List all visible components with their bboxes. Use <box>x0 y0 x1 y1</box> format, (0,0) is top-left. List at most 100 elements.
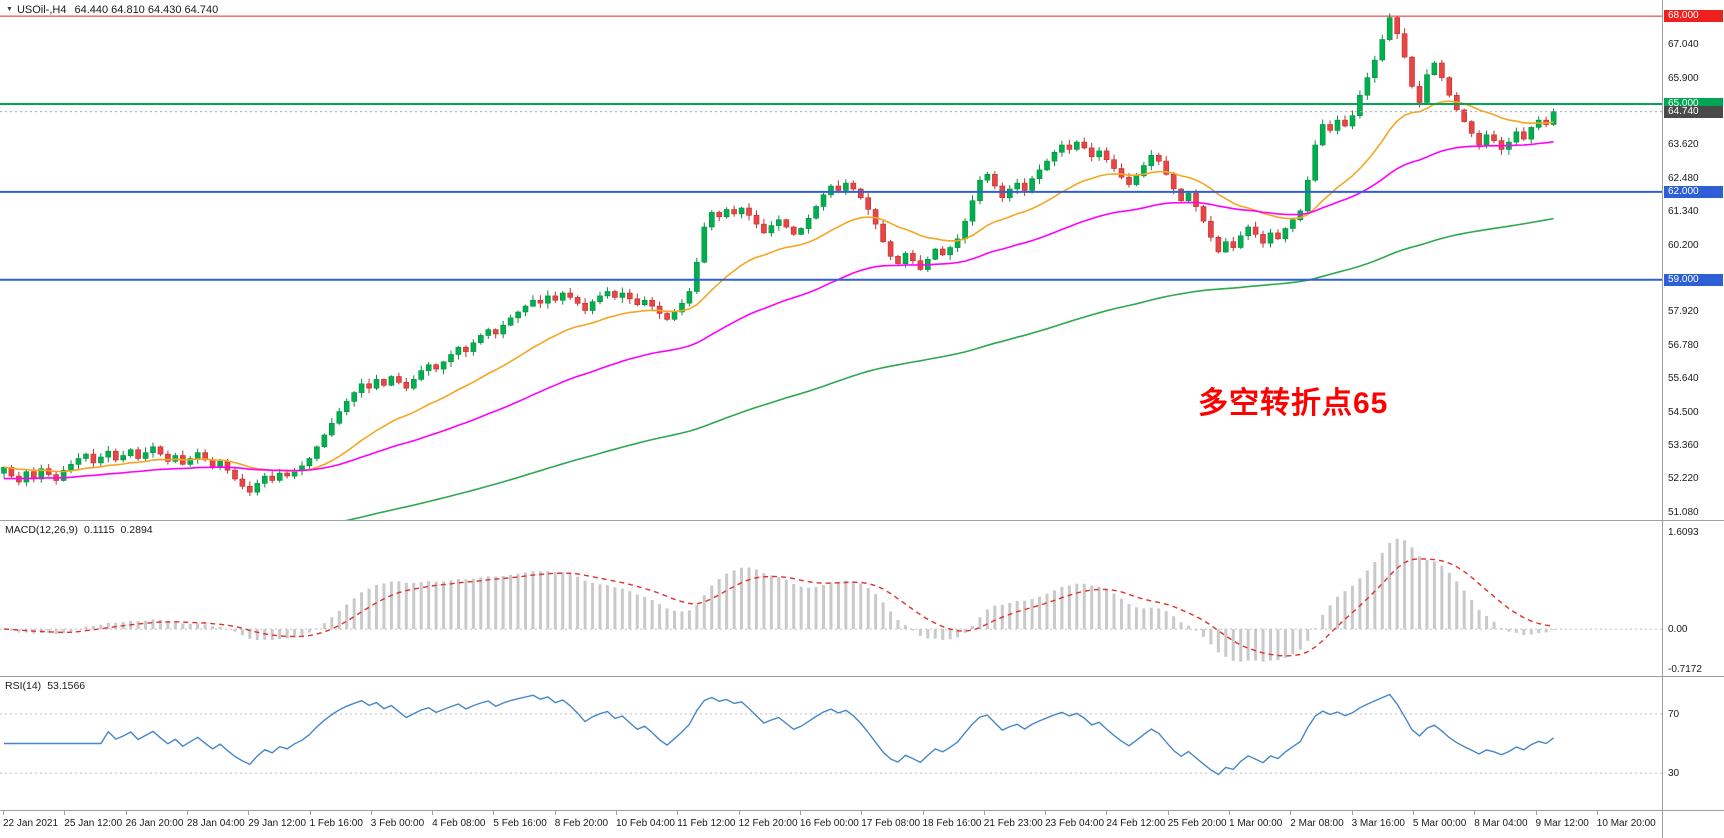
price-axis-label: 53.360 <box>1668 440 1699 451</box>
time-axis-label: 29 Jan 12:00 <box>248 818 307 829</box>
time-axis-label: 5 Mar 00:00 <box>1412 818 1467 829</box>
time-tick <box>983 811 985 815</box>
time-tick <box>616 811 617 815</box>
time-tick <box>1412 811 1414 815</box>
price-axis-label: 54.500 <box>1668 406 1699 418</box>
time-tick <box>738 811 740 815</box>
rsi-value: 53.1566 <box>47 680 86 692</box>
time-tick <box>309 811 311 815</box>
price-axis-label: 61.340 <box>1668 206 1699 218</box>
time-tick <box>370 811 372 815</box>
time-axis-label: 22 Jan 2021 <box>3 818 59 829</box>
time-axis-label: 25 Feb 20:00 <box>1167 818 1227 829</box>
time-axis-label: 4 Feb 08:00 <box>432 818 486 829</box>
price-axis-label: 65.900 <box>1668 72 1699 84</box>
time-tick <box>922 811 924 815</box>
rsi-axis[interactable]: 70 30 <box>1662 677 1724 810</box>
time-axis-label: 12 Feb 20:00 <box>738 818 798 829</box>
macd-main-value: 0.1115 <box>83 524 115 536</box>
time-axis-label: 23 Feb 04:00 <box>1045 818 1105 829</box>
price-level-badge: 64.740 <box>1664 105 1723 118</box>
time-tick <box>1167 811 1169 815</box>
time-tick <box>1474 811 1476 815</box>
price-axis-label: 52.220 <box>1668 473 1699 485</box>
main-chart-panel[interactable]: ▼ USOil-,H4 64.440 64.810 64.430 64.740 多空… <box>0 0 1662 520</box>
rsi-indicator-panel[interactable]: RSI(14) 53.1566 <box>0 677 1662 810</box>
time-axis-label: 5 Feb 16:00 <box>493 818 547 829</box>
time-tick <box>248 811 250 815</box>
time-axis[interactable]: 22 Jan 2021 25 Jan 12:00 26 Jan 20:00 28 Ja… <box>0 811 1662 838</box>
time-tick <box>1535 811 1537 815</box>
price-level-badge: 68.000 <box>1664 10 1723 23</box>
price-axis-label: 55.640 <box>1668 373 1699 385</box>
time-tick <box>1229 811 1230 815</box>
price-axis-label: 57.920 <box>1668 306 1699 318</box>
price-level-badge: 59.000 <box>1664 273 1723 286</box>
macd-axis[interactable]: 1.6093 0.00 -0.7172 <box>1662 521 1724 676</box>
time-tick <box>432 811 434 815</box>
time-axis-label: 24 Feb 12:00 <box>1106 818 1166 829</box>
time-axis-label: 9 Mar 12:00 <box>1535 818 1589 829</box>
time-axis-label: 28 Jan 04:00 <box>186 818 245 829</box>
price-axis-label: 56.780 <box>1668 339 1699 351</box>
time-axis-label: 26 Jan 20:00 <box>125 818 184 829</box>
time-tick <box>1290 811 1292 815</box>
time-axis-label: 3 Mar 16:00 <box>1351 818 1405 829</box>
time-axis-label: 1 Mar 00:00 <box>1229 818 1283 829</box>
time-axis-label: 3 Feb 00:00 <box>370 818 425 829</box>
chart-annotation-text: 多空转折点65 <box>1198 387 1389 420</box>
time-axis-label: 18 Feb 16:00 <box>922 818 982 829</box>
time-axis-label: 8 Feb 20:00 <box>554 818 609 829</box>
panel-separator <box>0 676 1724 677</box>
time-axis-label: 17 Feb 08:00 <box>861 818 921 829</box>
axis-corner <box>1662 811 1724 838</box>
time-tick <box>799 811 801 815</box>
time-tick <box>554 811 556 815</box>
candlestick-plot[interactable] <box>0 0 1662 520</box>
panel-separator <box>0 810 1724 811</box>
time-axis-label: 1 Feb 16:00 <box>309 818 363 829</box>
time-axis-label: 10 Feb 04:00 <box>616 818 675 829</box>
macd-plot[interactable] <box>0 521 1662 676</box>
macd-axis-label: -0.7172 <box>1668 664 1702 675</box>
symbol-dropdown-icon: ▼ <box>6 6 13 13</box>
time-tick <box>186 811 188 815</box>
time-tick <box>493 811 495 815</box>
price-level-badge: 62.000 <box>1664 185 1723 198</box>
time-tick <box>1351 811 1353 815</box>
time-axis-label: 8 Mar 04:00 <box>1474 818 1528 829</box>
price-axis-label: 67.040 <box>1668 39 1699 51</box>
macd-name-label: MACD(12,26,9) <box>5 524 78 536</box>
time-tick <box>677 811 679 815</box>
price-axis[interactable]: 67.040 65.900 63.620 62.480 61.340 60.200 57.9… <box>1662 0 1724 520</box>
time-axis-label: 16 Feb 00:00 <box>799 818 859 829</box>
time-tick <box>1596 811 1598 815</box>
rsi-axis-label: 30 <box>1668 768 1680 780</box>
macd-signal-value: 0.2894 <box>120 524 153 536</box>
rsi-name-label: RSI(14) <box>5 680 42 692</box>
time-axis-label: 21 Feb 23:00 <box>983 818 1043 829</box>
rsi-axis-label: 70 <box>1668 708 1680 720</box>
time-tick <box>1106 811 1108 815</box>
time-axis-label: 10 Mar 20:00 <box>1596 818 1656 829</box>
time-tick <box>861 811 863 815</box>
time-axis-label: 25 Jan 12:00 <box>64 818 123 829</box>
time-tick <box>125 811 127 815</box>
chart-title: ▼ USOil-,H4 64.440 64.810 64.430 64.740 <box>6 4 218 16</box>
rsi-plot[interactable] <box>0 677 1662 810</box>
time-axis-label: 2 Mar 08:00 <box>1290 818 1344 829</box>
macd-axis-label: 1.6093 <box>1668 527 1699 539</box>
macd-title: MACD(12,26,9) 0.1115 0.2894 <box>5 524 153 536</box>
price-axis-label: 60.200 <box>1668 239 1699 251</box>
rsi-title: RSI(14) 53.1566 <box>5 680 85 692</box>
time-tick <box>3 811 4 815</box>
time-axis-label: 11 Feb 12:00 <box>677 818 736 829</box>
time-tick <box>1045 811 1047 815</box>
price-axis-label: 51.080 <box>1668 506 1699 518</box>
time-tick <box>64 811 66 815</box>
macd-indicator-panel[interactable]: MACD(12,26,9) 0.1115 0.2894 <box>0 521 1662 676</box>
price-axis-label: 63.620 <box>1668 139 1699 151</box>
symbol-timeframe-label: USOil-,H4 <box>16 4 67 16</box>
panel-separator <box>0 520 1724 521</box>
